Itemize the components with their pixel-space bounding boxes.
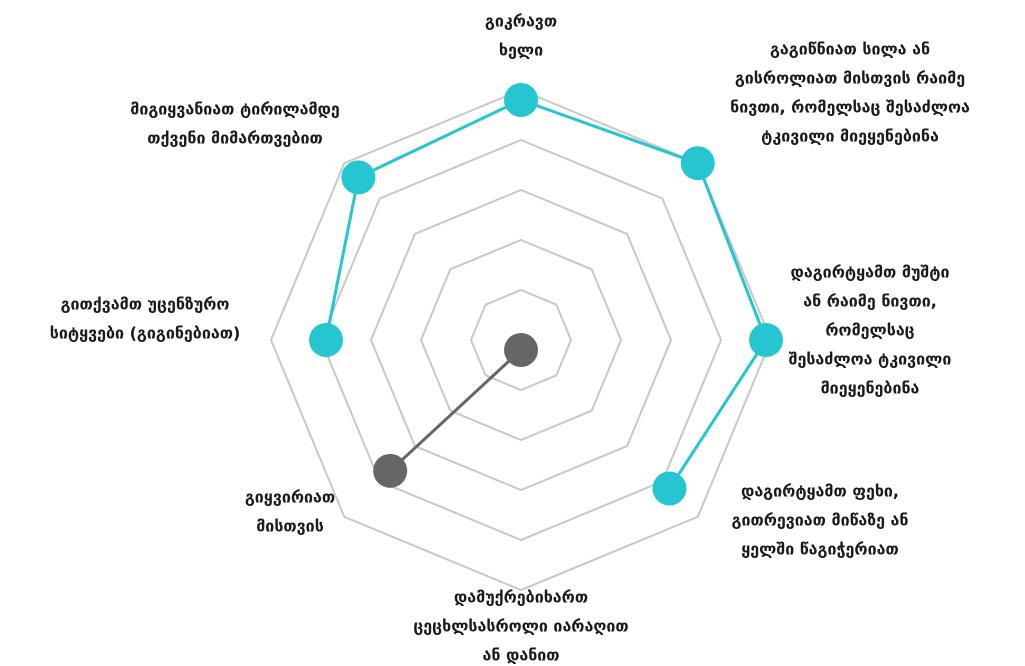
data-point: [680, 146, 715, 181]
axis-label: ხელი: [499, 41, 543, 60]
axis-label: მისთვის: [256, 517, 324, 536]
axis-label: თქვენი მიმართვებით: [147, 129, 322, 148]
axis-label: დაგირტყამთ მუშტი: [791, 263, 950, 282]
data-point: [749, 323, 783, 357]
grid-ring: [419, 238, 623, 442]
grid-ring: [369, 188, 673, 492]
data-point: [341, 160, 376, 195]
data-point: [373, 453, 408, 488]
data-point: [504, 83, 538, 117]
axis-label: ყელში წაგიჭერიათ: [741, 540, 898, 559]
axis-label: შესაძლოა ტკივილი: [789, 350, 952, 369]
series-line: [357, 98, 522, 179]
axis-label: გისროლიათ მისთვის რაიმე: [735, 69, 965, 88]
axis-label: დამუქრებიხართ: [454, 588, 588, 607]
axis-label: სიტყვები (გიგინებიათ): [50, 324, 241, 343]
data-point: [652, 471, 687, 506]
axis-label: გითქვამთ უცენზურო: [61, 295, 230, 314]
axis-label: გითრევიათ მიწაზე ან: [731, 511, 908, 530]
axis-label: ან რაიმე ნივთი,: [803, 292, 937, 311]
grid-ring: [269, 88, 773, 592]
axis-label: ნივთი, რომელსაც შესაძლოა: [730, 98, 970, 117]
series-line: [324, 177, 360, 341]
axis-label: რომელსაც: [825, 321, 914, 340]
grid-ring: [319, 138, 723, 542]
data-point: [504, 333, 538, 367]
series-line: [668, 339, 768, 490]
axis-label: გიყვირიათ: [245, 488, 335, 507]
axis-label: მიგიყვანიათ ტირილამდე: [130, 100, 340, 119]
data-point: [309, 323, 343, 357]
axis-label: გიკრავთ: [485, 12, 557, 31]
grid-ring: [469, 288, 573, 392]
axis-label: ცეცხლსასროლი იარაღით: [413, 617, 628, 636]
series-line: [696, 162, 768, 341]
axis-label: დაგირტყამთ ფეხი,: [741, 482, 899, 501]
series-line: [520, 98, 699, 165]
axis-label: ან დანით: [482, 646, 559, 665]
axis-label: გაგიწნიათ სილა ან: [770, 40, 930, 59]
axis-label: ტკივილი მიეყენებინა: [761, 127, 939, 146]
series-line: [389, 348, 523, 472]
axis-label: მიეყენებინა: [821, 379, 920, 398]
